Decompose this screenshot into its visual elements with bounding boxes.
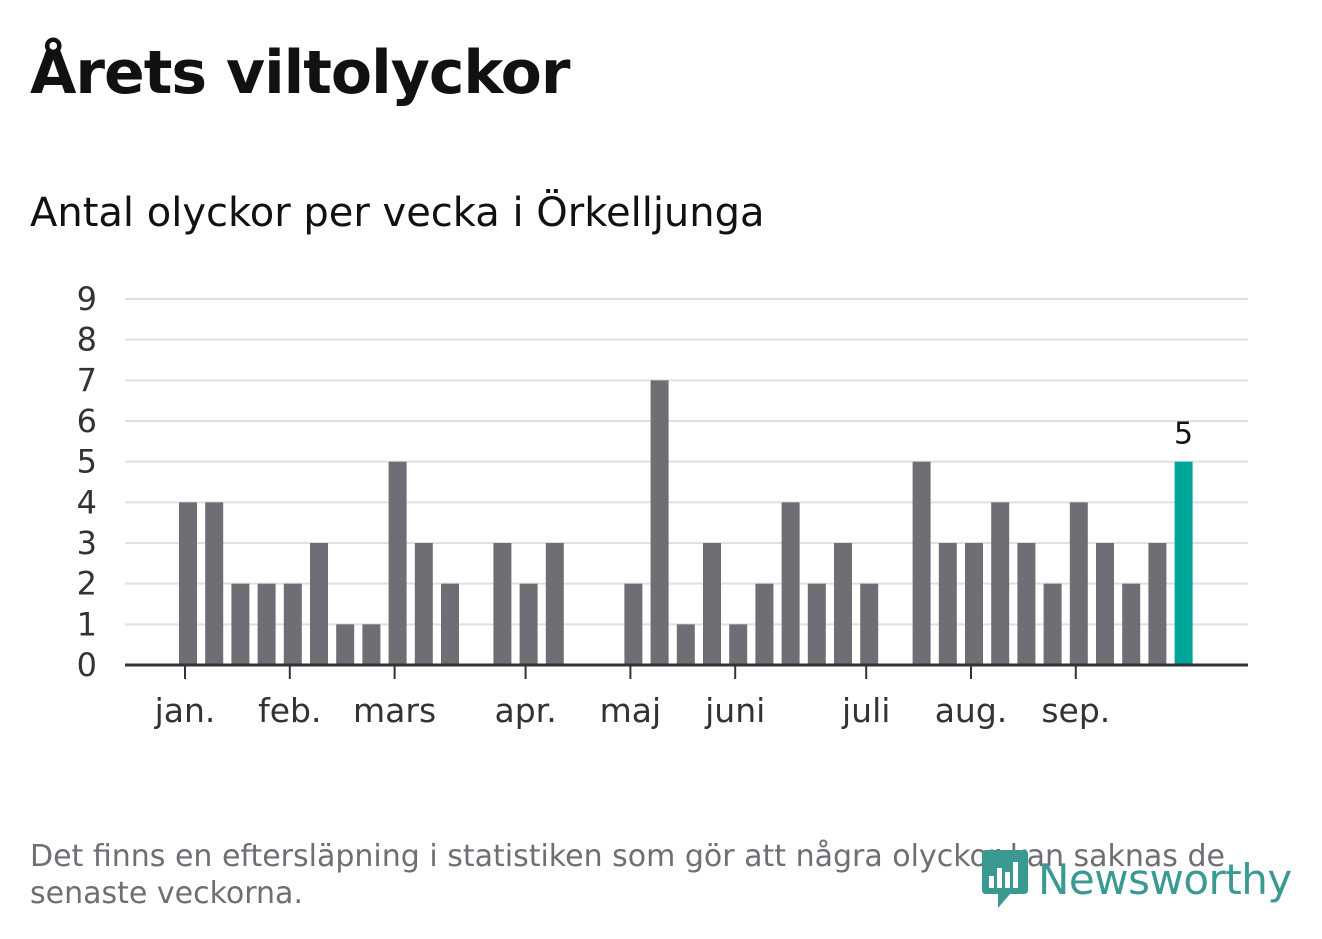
- bar: [650, 380, 669, 665]
- bar: [414, 543, 433, 665]
- y-tick-label: 3: [77, 524, 97, 562]
- bar: [1043, 583, 1062, 665]
- y-tick-label: 4: [77, 483, 97, 521]
- bar: [362, 624, 381, 665]
- bar: [834, 543, 852, 665]
- y-tick-label: 8: [77, 321, 97, 359]
- chart-subtitle: Antal olyckor per vecka i Örkelljunga: [30, 190, 765, 236]
- bars: 5: [179, 380, 1193, 665]
- bar: [1122, 583, 1141, 665]
- x-tick-label: juni: [704, 691, 765, 730]
- bar: [965, 543, 983, 665]
- bar-latest-week: [1174, 461, 1193, 665]
- bar: [1017, 543, 1036, 665]
- bar: [729, 624, 748, 665]
- bar: [676, 624, 695, 665]
- chart-title: Årets viltolyckor: [30, 38, 570, 108]
- bar: [336, 624, 355, 665]
- bar: [519, 583, 538, 665]
- bar: [860, 583, 879, 665]
- bar: [1148, 543, 1167, 665]
- bar: [493, 543, 512, 665]
- bar: [545, 543, 564, 665]
- y-tick-label: 1: [77, 605, 97, 643]
- newsworthy-bar-icon: [982, 850, 1028, 908]
- bar: [205, 502, 224, 665]
- y-tick-label: 2: [77, 565, 97, 603]
- newsworthy-logo: Newsworthy: [980, 846, 1300, 912]
- bar: [1096, 543, 1114, 665]
- bar-value-label: 5: [1174, 417, 1193, 452]
- y-tick-label: 0: [77, 646, 97, 684]
- bar: [1069, 502, 1088, 665]
- x-tick-label: mars: [353, 691, 436, 730]
- y-tick-label: 7: [77, 361, 97, 399]
- x-tick-label: maj: [600, 691, 662, 730]
- x-tick-label: aug.: [935, 691, 1008, 730]
- x-tick-label: jan.: [154, 691, 216, 730]
- bar: [991, 502, 1010, 665]
- bar: [807, 583, 826, 665]
- x-axis-ticks: jan. feb. mars apr. maj juni juli aug. sep.: [154, 665, 1110, 730]
- bar: [310, 543, 328, 665]
- bar: [624, 583, 643, 665]
- logo-text: Newsworthy: [1038, 854, 1292, 904]
- bar: [755, 583, 774, 665]
- bar: [938, 543, 957, 665]
- bar: [703, 543, 721, 665]
- x-tick-label: juli: [841, 691, 890, 730]
- x-tick-label: apr.: [494, 691, 556, 730]
- bar: [388, 461, 407, 665]
- y-tick-label: 9: [77, 280, 97, 318]
- x-tick-label: feb.: [258, 691, 321, 730]
- bar: [257, 583, 276, 665]
- bar: [781, 502, 800, 665]
- y-tick-label: 6: [77, 402, 97, 440]
- bar: [912, 461, 931, 665]
- bar: [441, 583, 459, 665]
- bar: [283, 583, 302, 665]
- bar: [179, 502, 197, 665]
- x-tick-label: sep.: [1041, 691, 1110, 730]
- y-tick-label: 5: [77, 443, 97, 481]
- bar: [231, 583, 250, 665]
